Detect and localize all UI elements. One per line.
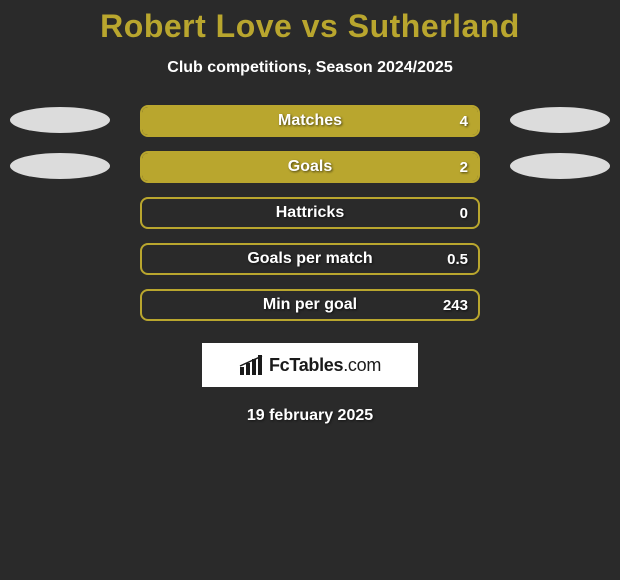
stat-bar: Matches4: [140, 105, 480, 137]
stat-row: Goals2: [0, 151, 620, 187]
stat-value: 243: [443, 291, 468, 319]
stat-rows: Matches4Goals2Hattricks0Goals per match0…: [0, 105, 620, 325]
bar-chart-icon: [239, 355, 265, 375]
stat-value: 0: [460, 199, 468, 227]
stat-value: 2: [460, 153, 468, 181]
stats-card: Robert Love vs Sutherland Club competiti…: [0, 0, 620, 580]
stat-label: Min per goal: [142, 291, 478, 319]
stat-bar-fill: [142, 153, 478, 181]
logo-brand: FcTables: [269, 355, 343, 375]
brand-logo[interactable]: FcTables.com: [202, 343, 418, 387]
player-marker-left: [10, 153, 110, 179]
date-text: 19 february 2025: [0, 407, 620, 425]
page-title: Robert Love vs Sutherland: [0, 0, 620, 45]
subtitle: Club competitions, Season 2024/2025: [0, 59, 620, 77]
stat-row: Min per goal243: [0, 289, 620, 325]
stat-label: Goals per match: [142, 245, 478, 273]
stat-row: Matches4: [0, 105, 620, 141]
stat-value: 0.5: [447, 245, 468, 273]
player-marker-right: [510, 107, 610, 133]
logo-text: FcTables.com: [269, 355, 381, 376]
stat-row: Hattricks0: [0, 197, 620, 233]
stat-bar-fill: [142, 107, 478, 135]
stat-value: 4: [460, 107, 468, 135]
player-marker-left: [10, 107, 110, 133]
stat-bar: Min per goal243: [140, 289, 480, 321]
stat-bar: Goals2: [140, 151, 480, 183]
stat-bar: Goals per match0.5: [140, 243, 480, 275]
stat-row: Goals per match0.5: [0, 243, 620, 279]
stat-label: Hattricks: [142, 199, 478, 227]
stat-bar: Hattricks0: [140, 197, 480, 229]
logo-suffix: .com: [343, 355, 381, 375]
player-marker-right: [510, 153, 610, 179]
